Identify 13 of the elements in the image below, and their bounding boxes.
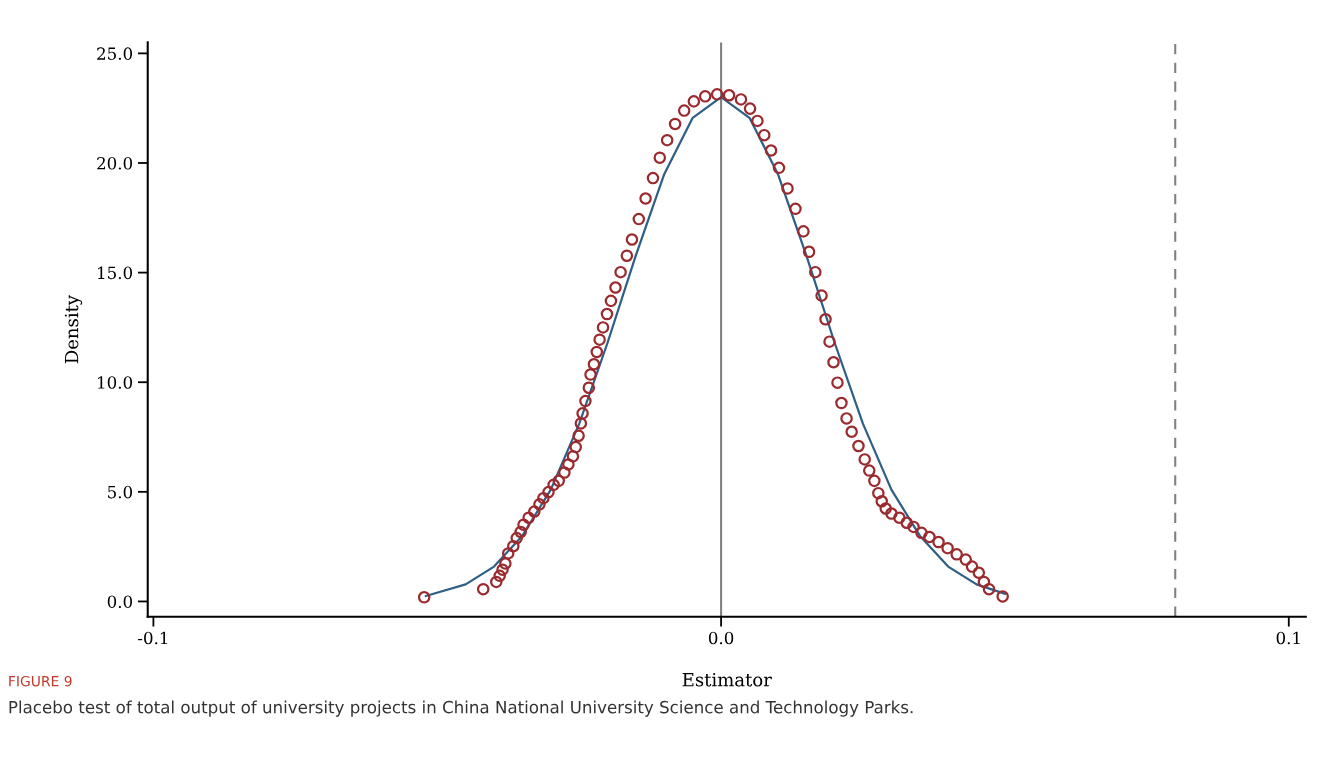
x-tick-label: 0.0: [708, 631, 734, 645]
y-tick-label: 5.0: [108, 485, 133, 499]
text: Placebo test of total output of university projects in China National University Science and Technology Parks.: [9, 700, 913, 717]
x-axis-title: Estimator: [682, 672, 772, 687]
y-tick-label: 10.0: [98, 376, 133, 389]
y-tick-label: 25.0: [97, 47, 133, 60]
y-axis-title: Density: [64, 295, 83, 364]
x-tick-label: -0.1: [138, 631, 168, 645]
x-tick-label: 0.1: [1276, 631, 1300, 645]
caption: FIGURE 9: [9, 675, 72, 687]
y-tick-label: 20.0: [97, 156, 133, 170]
y-tick-label: 0.0: [107, 595, 133, 609]
y-tick-label: 15.0: [98, 266, 133, 280]
